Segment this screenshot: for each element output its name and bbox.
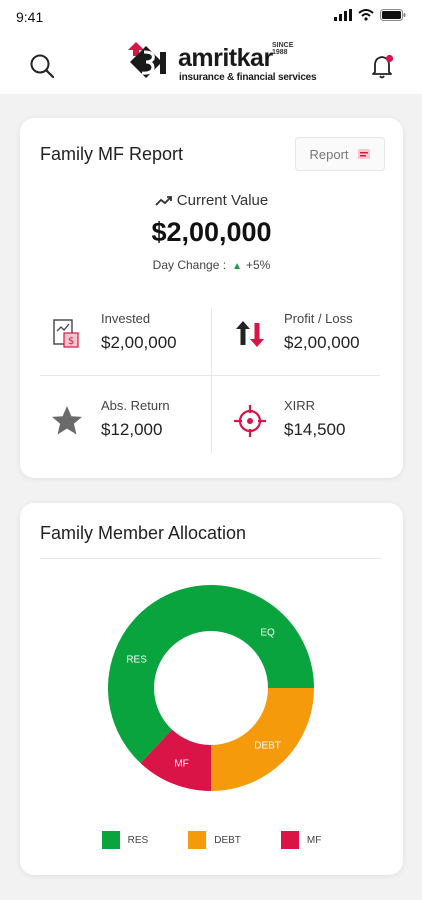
allocation-card-title: Family Member Allocation	[40, 523, 247, 543]
family-mf-report-card: Family MF Report Report Current Value $2…	[20, 118, 403, 478]
bell-icon[interactable]	[370, 52, 396, 80]
day-change-label: Day Change :	[152, 258, 227, 272]
current-value-label: Current Value	[176, 192, 269, 209]
donut-label-eq: EQ	[260, 627, 275, 638]
svg-text:$: $	[68, 336, 74, 347]
chart-legend: RES DEBT MF	[20, 831, 403, 849]
legend-item-res: RES	[101, 831, 149, 849]
invested-icon: $	[53, 319, 79, 348]
status-time: 9:41	[16, 9, 44, 25]
current-value-label-row: Current Value	[20, 192, 403, 209]
donut-segment-debt[interactable]	[211, 688, 314, 791]
current-value: $2,00,000	[151, 217, 272, 247]
stat-xirr: XIRR $14,500	[233, 398, 403, 458]
battery-icon	[380, 9, 406, 21]
pdf-icon	[357, 149, 370, 159]
legend-item-debt: DEBT	[188, 831, 241, 849]
legend-label: RES	[127, 834, 149, 846]
profit-loss-icon	[236, 321, 264, 347]
notification-dot	[385, 54, 394, 63]
stat-label: Profit / Loss	[284, 311, 353, 326]
stat-profit-loss: Profit / Loss $2,00,000	[233, 311, 403, 371]
legend-label: MF	[306, 834, 322, 846]
legend-item-mf: MF	[280, 831, 322, 849]
report-button-label: Report	[309, 146, 349, 162]
allocation-donut-chart: EQ DEBT MF RES	[107, 585, 314, 791]
legend-swatch	[280, 831, 299, 849]
star-icon	[52, 406, 82, 435]
stats-divider-vertical	[211, 308, 212, 453]
status-bar: 9:41	[0, 0, 422, 34]
day-change-row: Day Change : ▲ +5%	[20, 258, 403, 272]
donut-segment-mf[interactable]	[140, 729, 211, 791]
stat-abs-return: Abs. Return $12,000	[50, 398, 220, 458]
brand-since: SINCE 1988	[272, 42, 294, 56]
donut-segment-res[interactable]	[107, 585, 211, 764]
target-icon	[234, 405, 266, 437]
up-arrow-icon: ▲	[232, 261, 242, 272]
day-change-value: +5%	[245, 258, 271, 272]
donut-segment-eq[interactable]	[211, 585, 314, 688]
stats-divider-horizontal	[40, 375, 380, 376]
legend-label: DEBT	[214, 834, 241, 846]
report-card-title: Family MF Report	[40, 144, 184, 164]
legend-swatch	[101, 831, 120, 849]
stat-value: $2,00,000	[101, 333, 177, 352]
family-member-allocation-card: Family Member Allocation EQ DEBT MF RES RES…	[20, 503, 403, 875]
stat-label: XIRR	[284, 398, 316, 413]
stat-value: $2,00,000	[284, 333, 360, 352]
wifi-icon	[358, 9, 374, 21]
stat-label: Abs. Return	[101, 398, 170, 413]
donut-label-mf: MF	[174, 758, 188, 769]
legend-swatch	[188, 831, 207, 849]
app-header: amritkar SINCE 1988 insurance & financia…	[0, 34, 422, 94]
signal-icon	[334, 9, 352, 21]
brand-name: amritkar	[178, 44, 273, 72]
stat-value: $14,500	[284, 420, 346, 439]
stat-label: Invested	[101, 311, 151, 326]
allocation-divider	[40, 558, 382, 559]
status-icons	[334, 9, 406, 21]
report-button[interactable]: Report	[295, 137, 385, 171]
search-icon[interactable]	[28, 52, 56, 80]
donut-label-res: RES	[126, 655, 147, 666]
donut-label-debt: DEBT	[254, 741, 281, 752]
trend-line-icon	[155, 196, 172, 206]
stat-invested: $ Invested $2,00,000	[50, 311, 220, 371]
stat-value: $12,000	[101, 420, 163, 439]
brand-logo: amritkar SINCE 1988 insurance & financia…	[122, 38, 317, 90]
brand-tagline: insurance & financial services	[179, 72, 317, 83]
logo-mark-icon	[128, 42, 166, 78]
